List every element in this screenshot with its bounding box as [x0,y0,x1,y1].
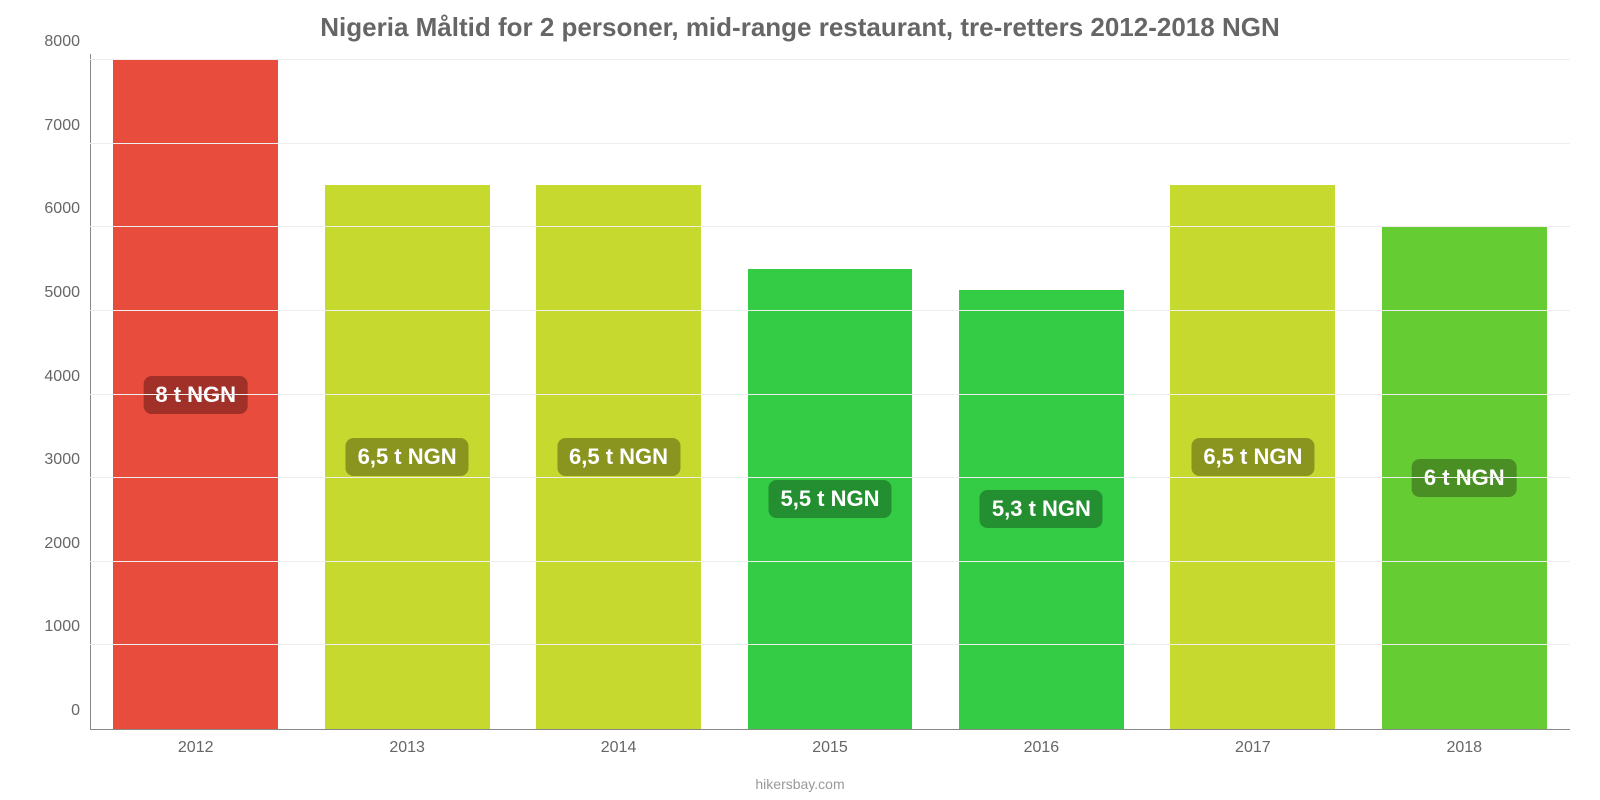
bar-value-label: 6 t NGN [1412,459,1517,497]
y-tick-label: 4000 [44,368,90,386]
y-tick-label: 8000 [44,33,90,51]
bar-slot: 8 t NGN2012 [90,60,301,729]
y-tick-label: 0 [71,702,90,720]
bar-value-label: 6,5 t NGN [1191,438,1314,476]
y-tick-label: 6000 [44,200,90,218]
x-tick-label: 2012 [178,729,214,757]
x-tick-label: 2015 [812,729,848,757]
y-tick-label: 3000 [44,451,90,469]
y-tick-label: 2000 [44,535,90,553]
bar-slot: 6,5 t NGN2014 [513,60,724,729]
x-tick-label: 2013 [389,729,425,757]
gridline [90,226,1570,227]
bar-value-label: 6,5 t NGN [346,438,469,476]
bar-value-label: 8 t NGN [143,376,248,414]
bar-value-label: 5,3 t NGN [980,490,1103,528]
bar-slot: 6 t NGN2018 [1359,60,1570,729]
plot-area: 8 t NGN20126,5 t NGN20136,5 t NGN20145,5… [90,60,1570,730]
bar-value-label: 5,5 t NGN [768,480,891,518]
x-tick-label: 2016 [1024,729,1060,757]
gridline [90,59,1570,60]
y-tick-label: 7000 [44,117,90,135]
gridline [90,644,1570,645]
chart-container: Nigeria Måltid for 2 personer, mid-range… [0,0,1600,800]
x-tick-label: 2014 [601,729,637,757]
bar-slot: 6,5 t NGN2013 [301,60,512,729]
x-tick-label: 2018 [1446,729,1482,757]
y-tick-label: 5000 [44,284,90,302]
gridline [90,477,1570,478]
x-tick-label: 2017 [1235,729,1271,757]
gridline [90,561,1570,562]
y-tick-label: 1000 [44,618,90,636]
bars-layer: 8 t NGN20126,5 t NGN20136,5 t NGN20145,5… [90,60,1570,729]
bar-slot: 6,5 t NGN2017 [1147,60,1358,729]
bar-value-label: 6,5 t NGN [557,438,680,476]
gridline [90,394,1570,395]
gridline [90,310,1570,311]
bar-slot: 5,5 t NGN2015 [724,60,935,729]
chart-title: Nigeria Måltid for 2 personer, mid-range… [0,12,1600,43]
bar-slot: 5,3 t NGN2016 [936,60,1147,729]
gridline [90,143,1570,144]
source-label: hikersbay.com [0,776,1600,792]
